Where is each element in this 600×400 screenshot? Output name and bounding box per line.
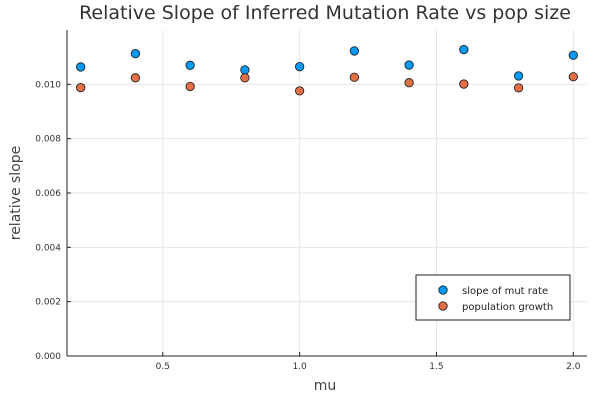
data-point-slope-of-mut-rate — [76, 62, 86, 72]
legend-label-slope-of-mut-rate: slope of mut rate — [462, 286, 548, 297]
data-point-slope-of-mut-rate — [513, 71, 524, 81]
data-point-population-growth — [513, 83, 524, 93]
data-point-population-growth — [349, 72, 360, 82]
data-point-slope-of-mut-rate — [459, 44, 469, 55]
data-point-population-growth — [240, 73, 250, 83]
y-tick-label: 0.000 — [35, 352, 61, 362]
x-tick-label: 1.5 — [429, 362, 443, 372]
data-point-population-growth — [185, 81, 195, 92]
data-point-slope-of-mut-rate — [185, 60, 195, 70]
axes: 0.5 1.0 1.5 2.0 0.000 0.002 0.004 0.006 0.008 0.0… — [35, 30, 587, 372]
legend-box — [415, 274, 571, 321]
data-point-population-growth — [459, 79, 469, 89]
x-tick-label: 2.0 — [566, 362, 581, 372]
legend-marker-population-growth — [438, 301, 448, 311]
data-point-population-growth — [404, 78, 414, 88]
data-point-slope-of-mut-rate — [130, 48, 141, 59]
data-point-slope-of-mut-rate — [294, 62, 305, 72]
data-points — [76, 44, 578, 96]
legend-marker-slope-of-mut-rate — [438, 285, 448, 295]
y-axis-label: relative slope — [8, 146, 24, 241]
legend: slope of mut rate population growth — [415, 274, 571, 321]
data-point-population-growth — [294, 86, 305, 96]
x-axis-label: mu — [314, 378, 337, 394]
data-point-population-growth — [76, 82, 86, 93]
data-point-population-growth — [130, 73, 141, 83]
y-tick-label: 0.010 — [35, 80, 61, 90]
chart-title: Relative Slope of Inferred Mutation Rate… — [79, 2, 571, 24]
y-tick-label: 0.008 — [35, 135, 61, 145]
x-tick-label: 1.0 — [292, 362, 307, 372]
y-tick-label: 0.002 — [35, 298, 61, 308]
data-point-slope-of-mut-rate — [568, 50, 578, 60]
data-point-slope-of-mut-rate — [404, 60, 414, 70]
data-point-slope-of-mut-rate — [240, 65, 250, 75]
data-point-population-growth — [568, 72, 578, 82]
data-point-slope-of-mut-rate — [349, 46, 360, 56]
x-tick-label: 0.5 — [156, 362, 170, 372]
legend-label-population-growth: population growth — [462, 302, 553, 313]
y-tick-label: 0.004 — [35, 243, 61, 253]
y-tick-label: 0.006 — [35, 189, 61, 199]
